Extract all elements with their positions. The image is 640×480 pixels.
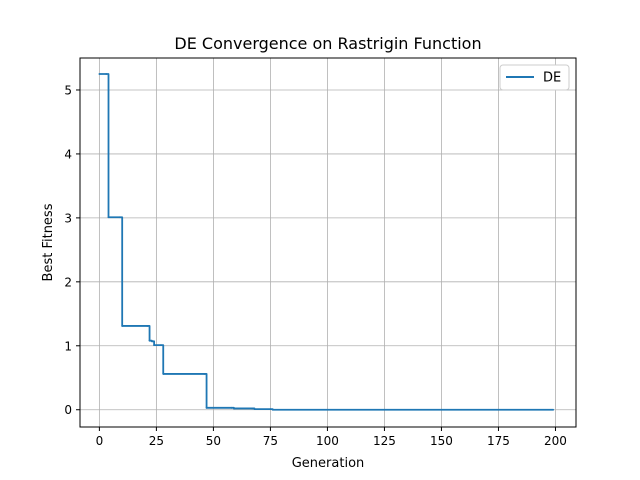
chart-title: DE Convergence on Rastrigin Function <box>174 34 481 53</box>
data-point <box>119 216 121 219</box>
data-point <box>552 408 555 411</box>
legend: DE <box>499 64 570 91</box>
x-axis-label: Generation <box>292 456 365 471</box>
data-point <box>121 325 124 327</box>
data-point <box>233 407 235 410</box>
data-point <box>148 339 151 342</box>
data-point <box>160 344 162 347</box>
x-tick-label: 175 <box>487 434 510 448</box>
plot-frame <box>79 57 577 428</box>
data-point <box>153 344 156 347</box>
data-point <box>253 408 256 410</box>
x-tick-label: 50 <box>206 434 221 448</box>
data-point <box>205 406 208 409</box>
y-tick-label: 4 <box>64 147 72 161</box>
x-tick-label: 25 <box>149 434 164 448</box>
legend-label: DE <box>543 71 561 86</box>
y-axis-label: Best Fitness <box>41 203 56 281</box>
data-point <box>146 325 149 327</box>
data-point <box>269 408 272 410</box>
y-tick-label: 0 <box>64 403 72 417</box>
data-point <box>203 373 206 375</box>
y-tick-label: 2 <box>64 275 72 289</box>
legend-box <box>499 64 570 91</box>
y-axis: 0 1 2 3 4 5 <box>64 83 80 417</box>
data-point <box>105 73 108 75</box>
data-point <box>162 373 165 375</box>
x-tick-label: 200 <box>544 434 567 448</box>
data-point <box>150 340 153 343</box>
data-point <box>107 216 110 219</box>
data-point <box>271 408 274 411</box>
series-layer <box>98 73 555 411</box>
x-axis: 0 25 50 75 100 125 150 175 200 <box>96 427 567 448</box>
x-tick-label: 125 <box>373 434 396 448</box>
data-point <box>98 73 101 75</box>
data-point <box>230 406 233 409</box>
data-point <box>251 407 254 410</box>
x-tick-label: 75 <box>263 434 278 448</box>
y-tick-label: 3 <box>64 211 72 225</box>
x-tick-label: 0 <box>96 434 104 448</box>
y-tick-label: 5 <box>64 83 72 97</box>
x-tick-label: 150 <box>430 434 453 448</box>
y-tick-label: 1 <box>64 339 72 353</box>
x-tick-label: 100 <box>316 434 339 448</box>
